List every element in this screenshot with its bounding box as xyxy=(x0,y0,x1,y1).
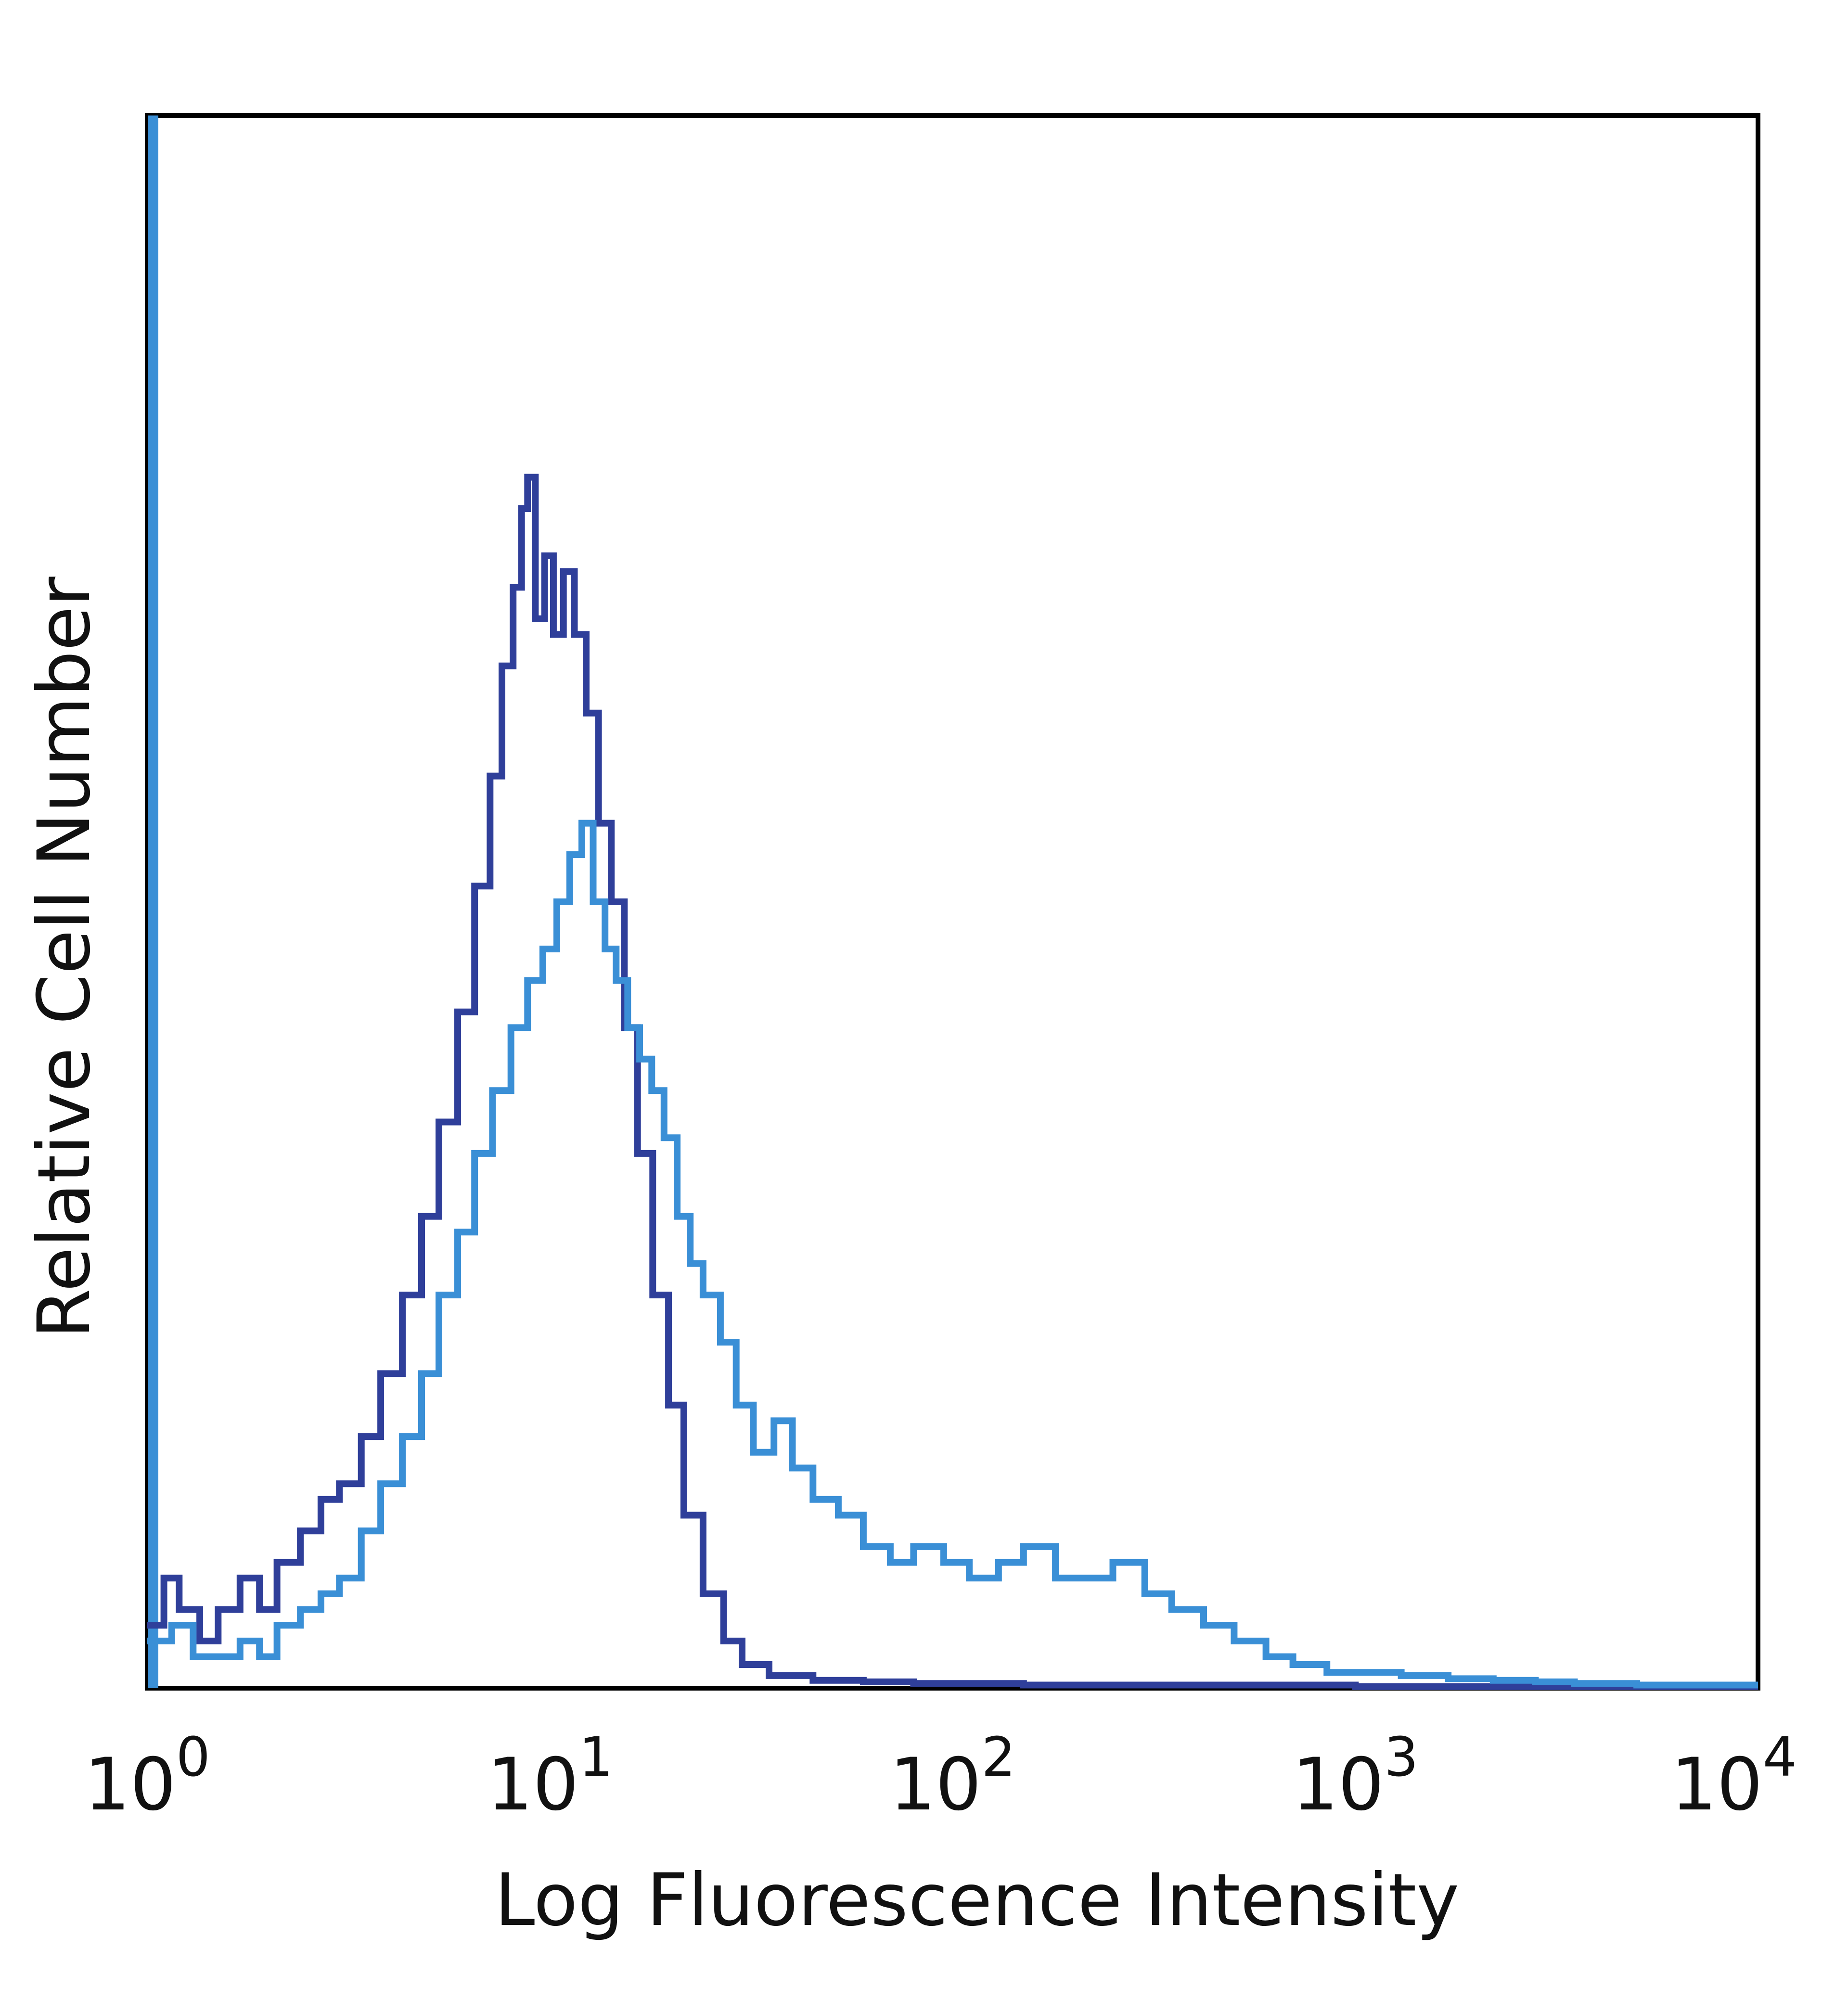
x-tick-label: 104 xyxy=(1671,1726,1797,1827)
series-line-2 xyxy=(147,820,1758,1689)
y-axis-label: Relative Cell Number xyxy=(23,577,106,1339)
x-tick-label: 101 xyxy=(487,1726,613,1827)
x-tick-label: 102 xyxy=(889,1726,1015,1827)
x-tick-label: 100 xyxy=(84,1726,210,1827)
x-tick-labels: 100 101 102 103 104 xyxy=(84,1726,1797,1827)
plot-frame xyxy=(145,113,1760,1691)
x-tick-label: 103 xyxy=(1292,1726,1418,1827)
series-line-1 xyxy=(147,474,1758,1690)
x-axis-label: Log Fluorescence Intensity xyxy=(495,1859,1459,1942)
series-group xyxy=(147,474,1758,1690)
